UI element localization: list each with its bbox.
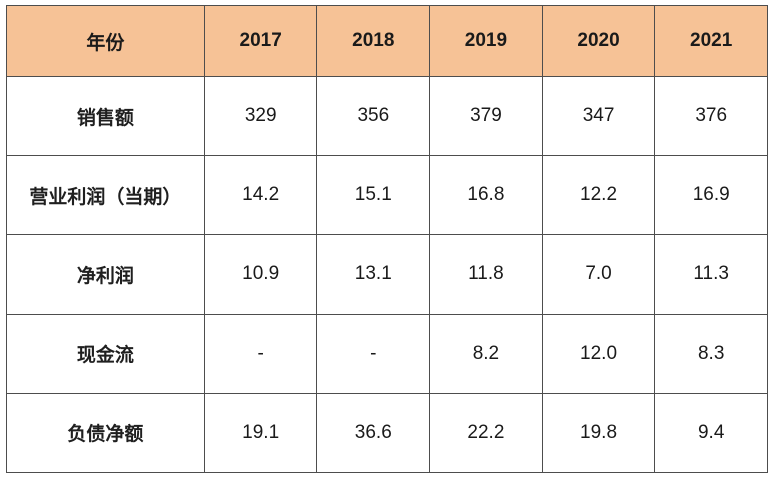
financial-data-table: 年份 2017 2018 2019 2020 2021 销售额 329 356 …	[6, 5, 768, 474]
table-row-net-profit: 净利润 10.9 13.1 11.8 7.0 11.3	[6, 234, 768, 315]
table-cell: 379	[429, 75, 543, 157]
table-cell: 9.4	[654, 392, 768, 474]
table-cell: 12.0	[541, 313, 656, 394]
table-cell: 13.1	[316, 234, 431, 315]
table-body: 销售额 329 356 379 347 376 营业利润（当期） 14.2 15…	[6, 75, 768, 474]
table-cell: 22.2	[429, 392, 543, 474]
column-header-2020: 2020	[541, 5, 656, 77]
table-cell: 11.8	[429, 234, 543, 315]
table-cell: 329	[203, 75, 318, 157]
table-cell: 15.1	[316, 155, 431, 236]
table-cell: 19.1	[203, 392, 318, 474]
table-cell: 16.9	[654, 155, 768, 236]
table-cell: -	[203, 313, 318, 394]
table-cell: 376	[654, 75, 768, 157]
table-row-sales: 销售额 329 356 379 347 376	[6, 75, 768, 157]
column-header-2018: 2018	[316, 5, 431, 77]
row-label-cash-flow: 现金流	[6, 313, 205, 394]
table-cell: 12.2	[541, 155, 656, 236]
row-label-net-profit: 净利润	[6, 234, 205, 315]
table-cell: 16.8	[429, 155, 543, 236]
row-label-operating-profit: 营业利润（当期）	[6, 155, 205, 236]
column-header-metric: 年份	[6, 5, 205, 77]
table-row-operating-profit: 营业利润（当期） 14.2 15.1 16.8 12.2 16.9	[6, 155, 768, 236]
table-cell: 14.2	[203, 155, 318, 236]
table-cell: -	[316, 313, 431, 394]
table-cell: 356	[316, 75, 431, 157]
column-header-2021: 2021	[654, 5, 768, 77]
table-cell: 8.2	[429, 313, 543, 394]
table-cell: 347	[541, 75, 656, 157]
column-header-2017: 2017	[203, 5, 318, 77]
table-cell: 36.6	[316, 392, 431, 474]
table-row-net-debt: 负债净额 19.1 36.6 22.2 19.8 9.4	[6, 392, 768, 474]
row-label-sales: 销售额	[6, 75, 205, 157]
table-cell: 8.3	[654, 313, 768, 394]
table-cell: 19.8	[541, 392, 656, 474]
table-cell: 11.3	[654, 234, 768, 315]
table-cell: 7.0	[541, 234, 656, 315]
row-label-net-debt: 负债净额	[6, 392, 205, 474]
header-row: 年份 2017 2018 2019 2020 2021	[6, 5, 768, 77]
table-row-cash-flow: 现金流 - - 8.2 12.0 8.3	[6, 313, 768, 394]
table-cell: 10.9	[203, 234, 318, 315]
column-header-2019: 2019	[429, 5, 543, 77]
table-header: 年份 2017 2018 2019 2020 2021	[6, 5, 768, 77]
